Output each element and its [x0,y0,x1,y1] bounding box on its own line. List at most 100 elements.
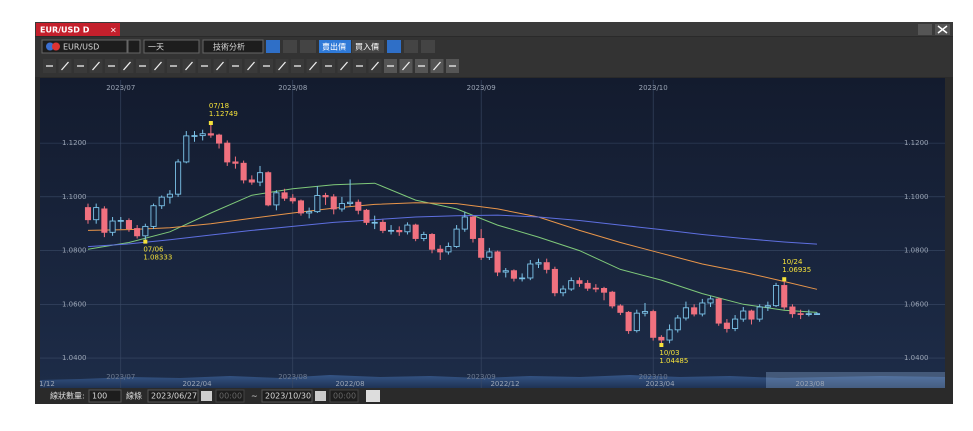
tool-button[interactable] [266,40,280,53]
annotation-date: 10/24 [782,258,803,266]
candle-body [486,251,493,258]
candle-body [216,134,223,144]
candle-body [551,268,558,294]
count-label: 線狀數量: [50,391,85,401]
apply-button[interactable] [366,390,380,402]
candle-body [502,270,509,273]
candle-body [281,192,288,199]
candle-body [756,306,763,320]
chart-button[interactable] [387,40,401,53]
candle-body [674,317,681,331]
calendar-button[interactable] [315,391,326,401]
x-tick-label: 2023/09 [467,84,496,92]
annotation-value: 1.12749 [209,110,238,118]
candle-body [445,246,452,253]
x-tick-label: 2023/08 [278,373,307,381]
end-time-field[interactable] [329,389,359,403]
zoom-in[interactable] [421,40,435,53]
bid-button[interactable] [319,40,351,53]
candle-body [764,305,771,308]
navigator-window[interactable] [766,372,945,388]
candle-body [494,251,501,273]
title-bar [35,22,953,36]
candle-body [789,306,796,315]
zoom-out[interactable] [404,40,418,53]
candle-body [519,277,526,280]
candle-body [347,201,354,205]
candle-body [748,310,755,320]
candle-body [560,288,567,294]
annotation-date: 10/03 [659,349,679,357]
candle-body [388,229,395,232]
y-tick-label: 1.1000 [904,193,929,201]
start-date: 2023/06/27 [151,392,197,401]
candle-body [84,207,92,221]
tool-glyph [185,61,193,71]
moving-average [87,214,818,248]
analysis-select[interactable] [202,39,264,54]
area-button[interactable] [300,40,316,53]
candle-body [428,234,436,250]
navigator[interactable] [40,375,945,388]
candle-body [478,238,485,258]
candle-body [576,280,583,284]
end-date-field[interactable] [261,389,313,403]
navigator-label: 1/12 [39,380,55,388]
tool-glyph [433,61,441,71]
y-tick-label: 1.0600 [62,300,87,308]
candle-body [625,311,632,332]
candle-body [510,270,517,279]
candle-body [273,192,280,206]
candle-body [404,224,411,233]
end-time: 00:00 [333,392,356,401]
restore-button[interactable] [918,24,932,35]
candle-body [699,302,706,315]
y-tick-label: 1.0600 [904,300,929,308]
candle-body [183,135,190,163]
candle-body [289,197,296,202]
candle-body [461,216,468,230]
count-select[interactable] [88,389,122,403]
info-button[interactable] [283,40,297,53]
x-tick-label: 2023/08 [278,84,307,92]
candle-body [568,280,575,290]
symbol-select[interactable] [41,39,128,54]
candle-body [175,161,182,195]
candle-body [420,234,427,239]
candle-body [355,201,362,211]
dropdown-arrow[interactable] [127,39,141,54]
tab-close[interactable]: × [110,26,117,35]
candle-body [437,248,444,253]
candle-body [363,209,370,223]
ask: 買入價 [355,43,379,52]
flag [46,42,54,51]
candle-body [658,336,665,341]
bid: 賣出價 [322,42,346,52]
start-date-field[interactable] [147,389,199,403]
candle-body [93,207,100,221]
line-type: 線條 [126,391,142,401]
candle-body [240,162,247,181]
candle-body [224,142,231,163]
chart-area [40,78,945,388]
candle-body [650,311,657,338]
candle-body [723,322,730,329]
candle-body [109,220,116,233]
annotation-date: 07/06 [143,246,164,254]
calendar-button[interactable] [201,391,212,401]
candle-body [543,262,550,270]
start-time-field[interactable] [215,389,245,403]
ask-button[interactable] [352,40,384,53]
candle-body [134,228,141,237]
candle-body [338,203,345,210]
candle-body [609,291,616,307]
navigator-label: 2022/04 [182,380,212,388]
tool-glyph [340,61,348,71]
period-select[interactable] [143,39,200,54]
tab[interactable] [36,23,120,36]
candle-body [265,172,272,206]
candle-body [150,205,157,227]
y-tick-label: 1.1200 [904,139,929,147]
plot: 1.0400 1.0400 1.0600 1.0600 1.0800 1.0800 1.10… [39,80,945,388]
